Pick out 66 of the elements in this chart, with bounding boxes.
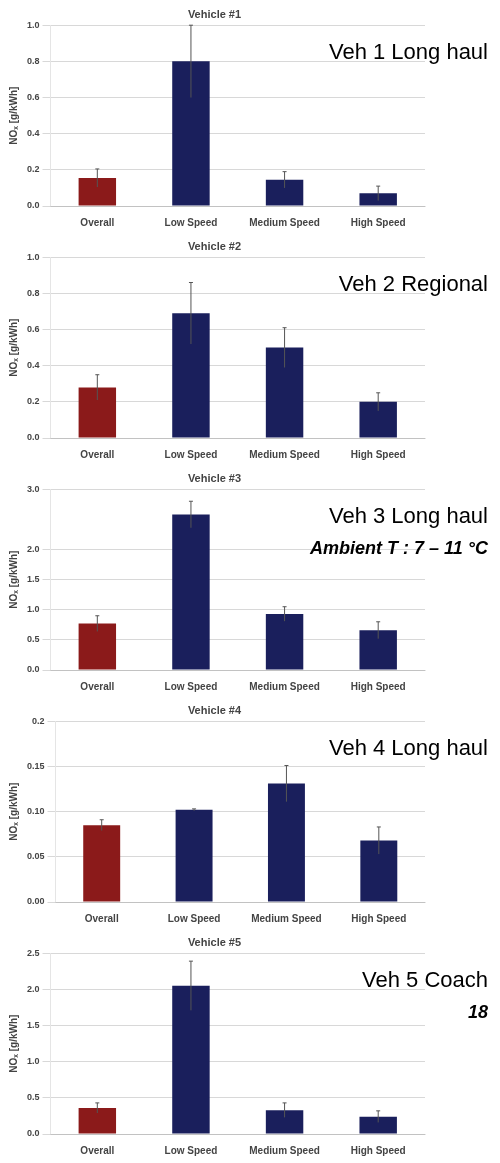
- y-axis-title: NOₓ [g/kWh]: [7, 318, 19, 377]
- y-tick-label: 1.5: [27, 574, 40, 585]
- y-tick-label: 0.00: [26, 896, 45, 907]
- y-tick-label: 0.0: [27, 664, 40, 675]
- annotation: Ambient T : 7 – 11 °C: [309, 538, 489, 559]
- annotation: Veh 1 Long haul: [328, 39, 488, 65]
- y-tick-label: 0.4: [27, 360, 40, 371]
- chart-title: Vehicle #2: [187, 239, 242, 252]
- y-tick-label: 0.10: [26, 806, 45, 817]
- x-tick-label: Overall: [80, 680, 115, 692]
- y-tick-label: 0.2: [27, 164, 40, 175]
- x-tick-label: Low Speed: [164, 216, 218, 228]
- y-axis-title: NOₓ [g/kWh]: [7, 782, 19, 841]
- y-tick-label: 1.0: [27, 19, 40, 30]
- x-tick-label: Low Speed: [164, 680, 218, 692]
- x-tick-label: High Speed: [351, 912, 407, 924]
- y-tick-label: 0.05: [26, 851, 45, 862]
- x-tick-label: Low Speed: [164, 448, 218, 460]
- x-tick-label: Overall: [80, 216, 115, 228]
- annotation: Veh 2 Regional: [338, 271, 488, 297]
- y-tick-label: 0.2: [32, 715, 45, 726]
- x-tick-label: Medium Speed: [249, 448, 320, 460]
- y-tick-label: 2.5: [27, 947, 40, 958]
- y-tick-label: 2.0: [27, 983, 40, 994]
- x-tick-label: Low Speed: [167, 912, 221, 924]
- chart-title: Vehicle #4: [187, 703, 242, 716]
- annotation: Veh 3 Long haul: [328, 503, 488, 529]
- x-tick-label: High Speed: [350, 680, 406, 692]
- y-tick-label: 1.0: [27, 251, 40, 262]
- y-tick-label: 0.0: [27, 432, 40, 443]
- x-tick-label: High Speed: [350, 448, 406, 460]
- y-tick-label: 0.5: [27, 634, 40, 645]
- x-tick-label: High Speed: [350, 1144, 406, 1156]
- y-tick-label: 0.15: [26, 760, 45, 771]
- y-tick-label: 1.0: [27, 1056, 40, 1067]
- y-tick-label: 0.6: [27, 92, 40, 102]
- y-tick-label: 1.5: [27, 1020, 40, 1030]
- y-axis-title: NOₓ [g/kWh]: [7, 1014, 19, 1073]
- annotation: Veh 5 Coach: [362, 967, 488, 993]
- y-tick-label: 1.0: [27, 604, 40, 615]
- text: 18: [467, 1002, 488, 1023]
- x-tick-label: Medium Speed: [251, 912, 322, 924]
- x-tick-label: High Speed: [350, 216, 406, 228]
- x-tick-label: Overall: [80, 1144, 115, 1156]
- y-tick-label: 0.5: [27, 1092, 40, 1103]
- y-tick-label: 0.0: [27, 1128, 40, 1139]
- x-tick-label: Overall: [84, 912, 119, 924]
- annotation: Veh 4 Long haul: [328, 735, 488, 761]
- chart-title: Vehicle #5: [187, 935, 242, 948]
- y-tick-label: 0.8: [27, 287, 40, 298]
- x-tick-label: Medium Speed: [249, 216, 320, 228]
- y-tick-label: 2.0: [27, 543, 40, 554]
- y-tick-label: 0.6: [27, 324, 40, 334]
- chart-title: Vehicle #3: [187, 471, 242, 484]
- x-tick-label: Medium Speed: [249, 1144, 320, 1156]
- y-tick-label: 0.8: [27, 55, 40, 66]
- chart-title: Vehicle #1: [187, 7, 242, 20]
- y-axis-title: NOₓ [g/kWh]: [7, 86, 19, 145]
- x-tick-label: Medium Speed: [249, 680, 320, 692]
- y-tick-label: 0.2: [27, 396, 40, 407]
- y-tick-label: 3.0: [27, 483, 40, 494]
- x-tick-label: Overall: [80, 448, 115, 460]
- y-tick-label: 0.4: [27, 128, 40, 139]
- x-tick-label: Low Speed: [164, 1144, 218, 1156]
- y-tick-label: 0.0: [27, 200, 40, 211]
- y-axis-title: NOₓ [g/kWh]: [7, 550, 19, 609]
